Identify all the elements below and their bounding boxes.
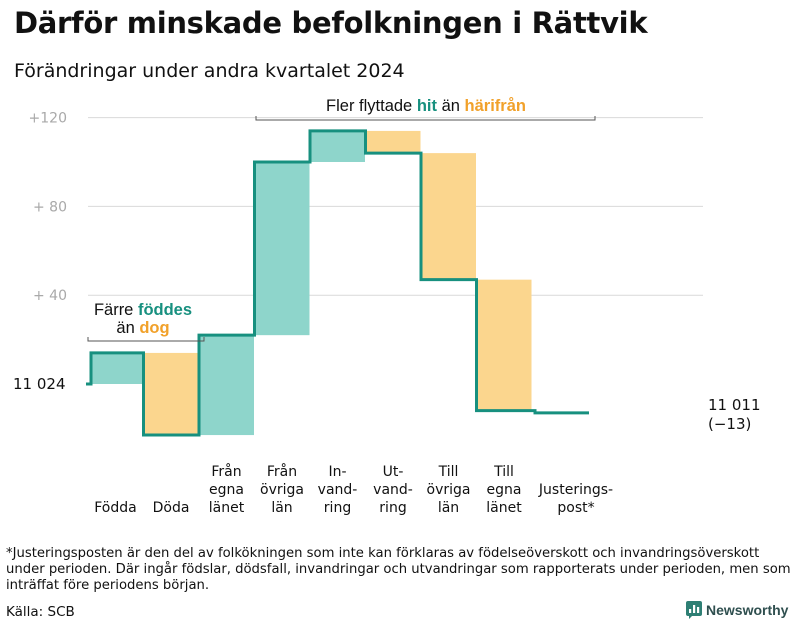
bar	[254, 162, 310, 336]
bar-chart-logo-icon	[686, 601, 702, 619]
bar	[91, 352, 143, 384]
x-axis-label: Till övriga län	[427, 464, 471, 516]
brand[interactable]: Newsworthy	[686, 601, 788, 619]
annotation-left-line2: än dog	[116, 319, 169, 337]
footnote: *Justeringsposten är den del av folkökni…	[6, 546, 791, 593]
running-total-line	[86, 129, 589, 437]
y-tick-label: + 40	[33, 288, 67, 304]
chart-title: Därför minskade befolkningen i Rättvik	[14, 6, 648, 40]
brand-name: Newsworthy	[706, 602, 789, 618]
bars	[91, 130, 532, 436]
bar	[199, 335, 254, 436]
x-axis-label: Ut-vand-ring	[373, 464, 413, 516]
bar	[365, 130, 421, 154]
endpoint-labels: 11 024 11 011(−13)	[13, 375, 761, 433]
gridlines	[88, 117, 703, 296]
source-label: Källa: SCB	[6, 604, 75, 620]
x-axis-label: Från egna länet	[209, 463, 245, 516]
bar	[476, 279, 532, 411]
y-axis-ticks: +120 + 80 + 40	[29, 111, 67, 305]
y-tick-label: +120	[29, 111, 67, 127]
y-tick-label: + 80	[33, 199, 67, 215]
bar	[421, 153, 476, 280]
annotation-top: Fler flyttade hit än härifrån	[326, 97, 526, 115]
annotation-left-bracket	[87, 337, 205, 342]
end-change-label: (−13)	[708, 415, 751, 433]
x-axis-label: Från övriga län	[260, 463, 304, 516]
x-axis-label: Födda	[94, 500, 136, 516]
start-value-label: 11 024	[13, 375, 66, 393]
running-total-line	[86, 129, 589, 437]
annotation-top-bracket	[255, 116, 596, 121]
x-axis-label: Justerings-post*	[538, 482, 613, 516]
bar	[310, 130, 365, 162]
bar	[143, 352, 199, 436]
x-axis-label: In-vand-ring	[318, 464, 358, 516]
waterfall-chart: +120 + 80 + 40 Födda Döda Från egna länet Från ö…	[13, 97, 761, 516]
x-axis-labels: Födda Döda Från egna länet Från övriga län In-va…	[94, 463, 613, 516]
annotation-left-line1: Färre föddes	[94, 301, 192, 319]
x-axis-label: Döda	[153, 500, 190, 516]
chart-subtitle: Förändringar under andra kvartalet 2024	[14, 60, 405, 82]
x-axis-label: Till egna länet	[486, 464, 522, 516]
end-value-label: 11 011	[708, 396, 761, 414]
